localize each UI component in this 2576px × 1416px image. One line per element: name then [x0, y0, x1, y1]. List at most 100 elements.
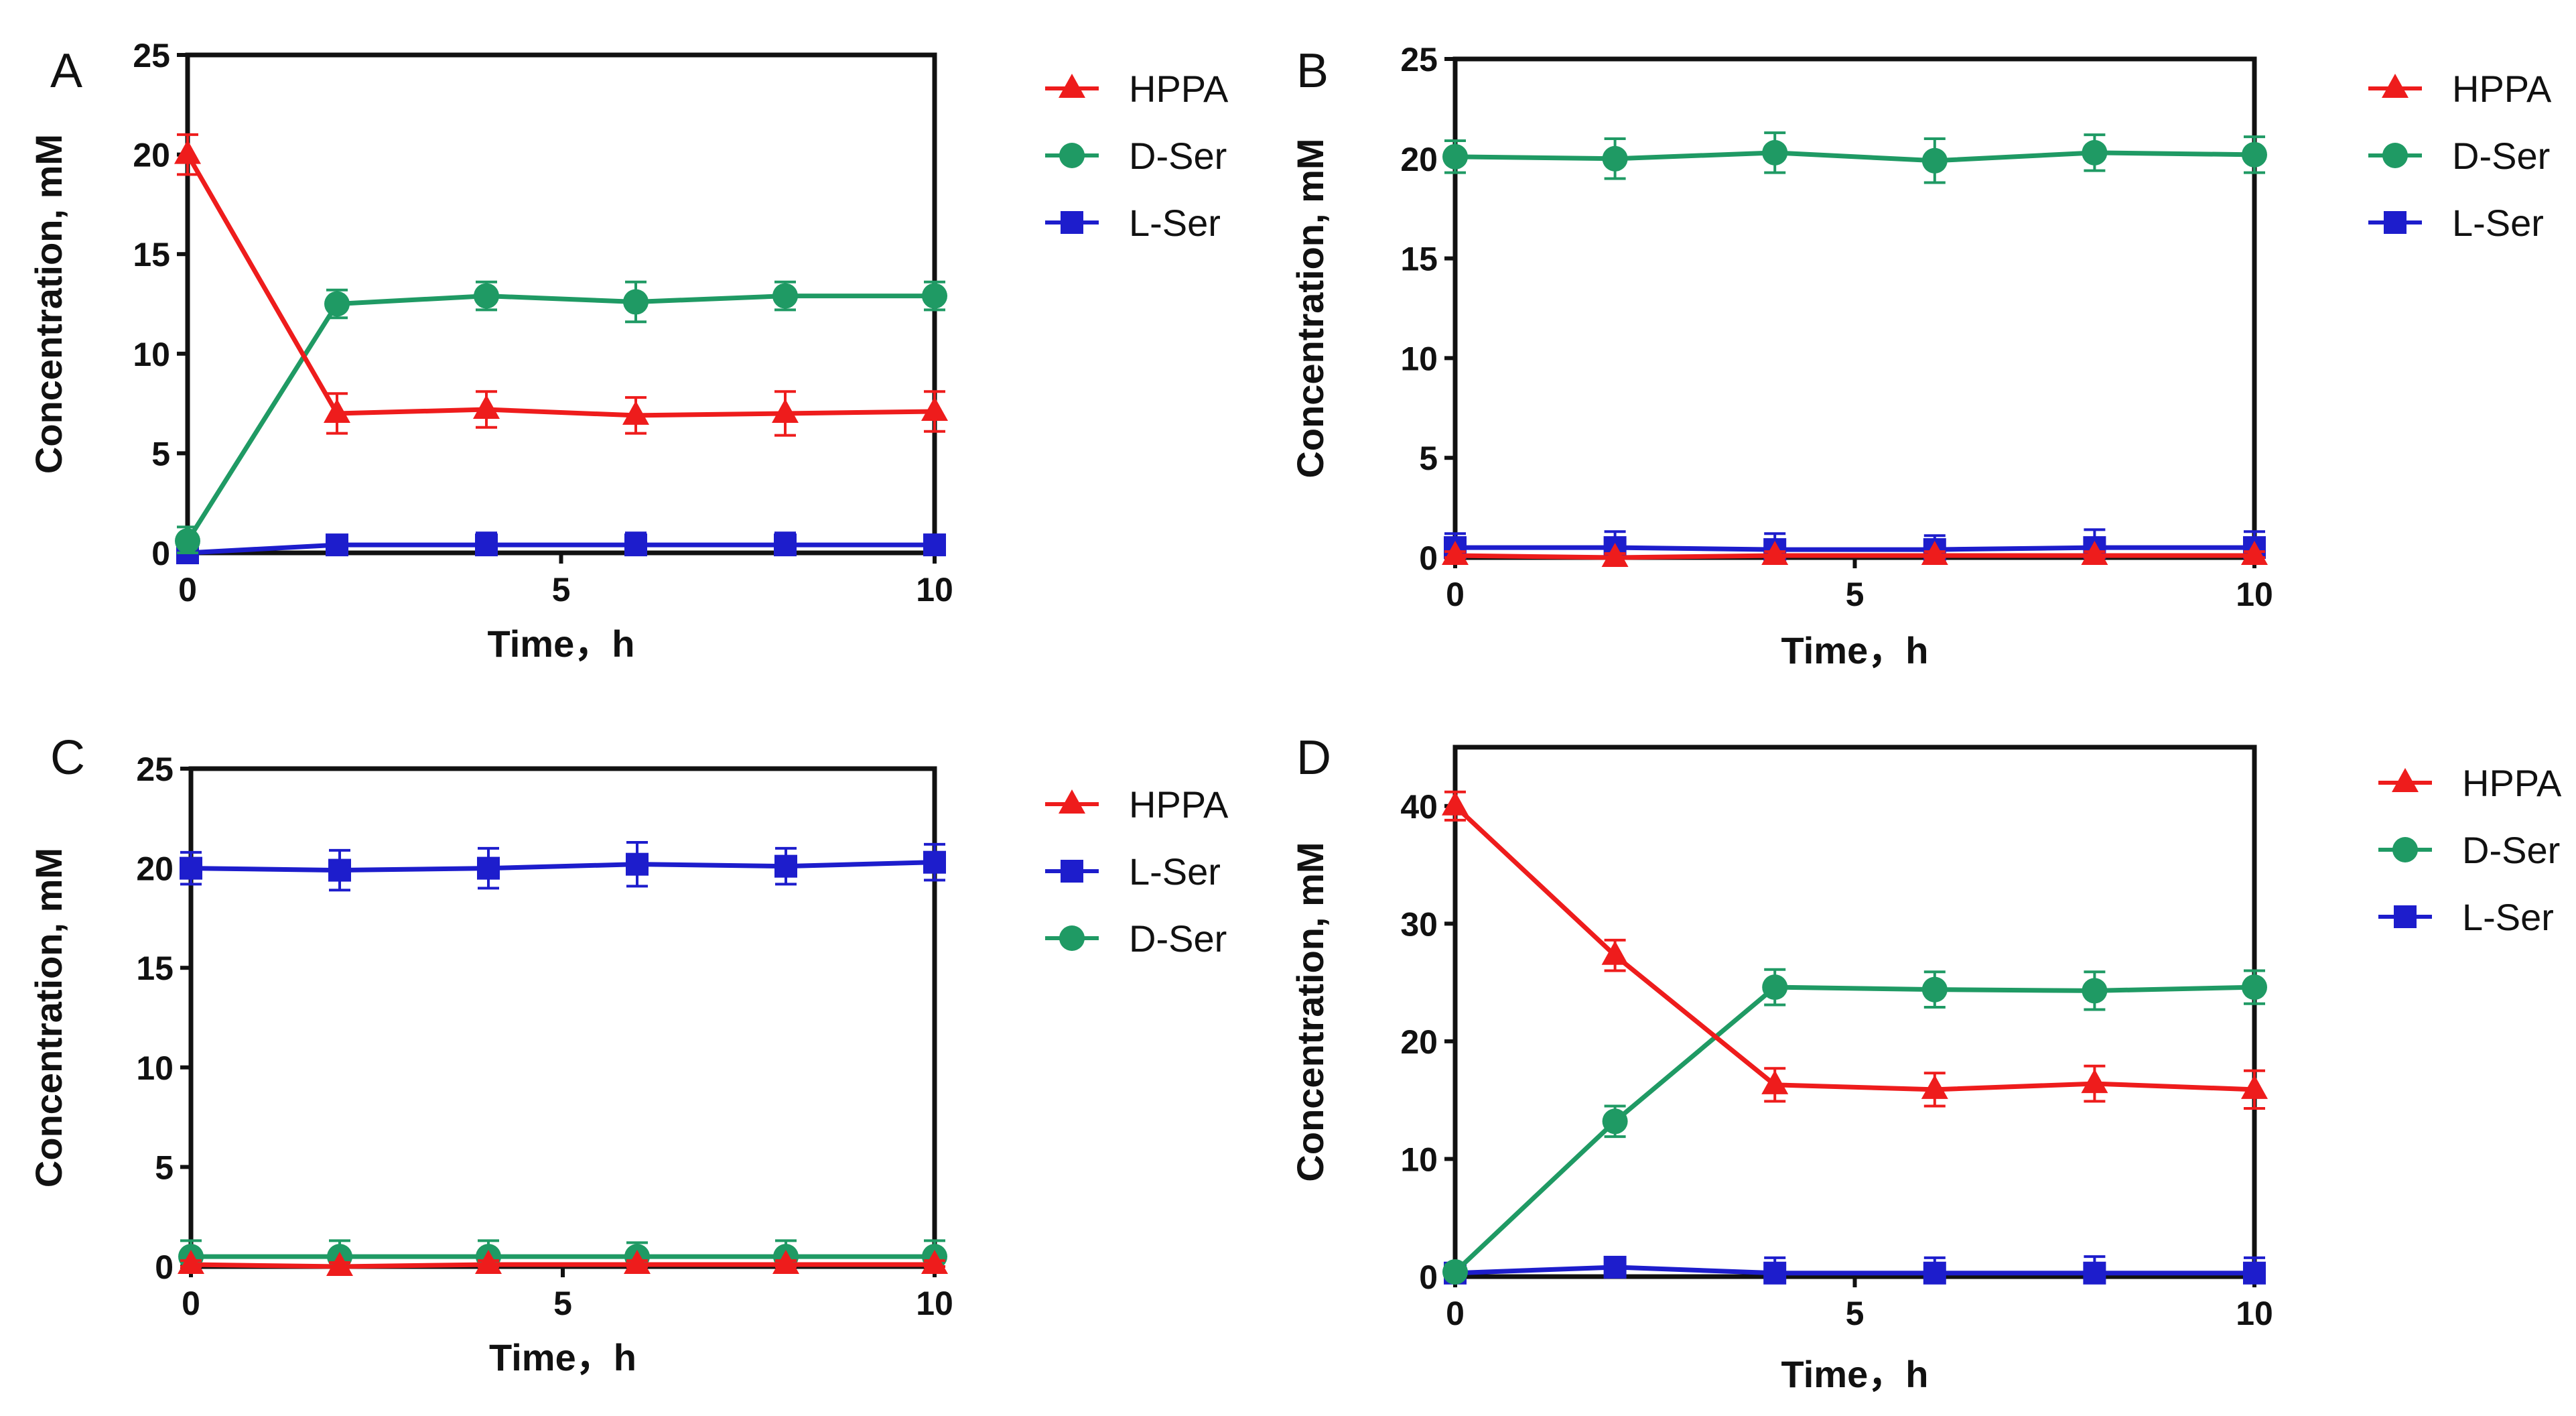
- panel-b-letter: B: [1296, 44, 1329, 98]
- panel-b-x-tick-label: 5: [1846, 576, 1865, 613]
- panel-d-legend-hppa-label: HPPA: [2462, 762, 2562, 804]
- panel-d-legend-d-ser-label: D-Ser: [2462, 829, 2560, 871]
- panel-c-hppa-point: [475, 1250, 502, 1275]
- panel-b-d-ser-point: [2082, 139, 2108, 166]
- panel-c-y-tick-label: 10: [136, 1049, 174, 1087]
- panel-b-legend-d-ser-marker: [2382, 143, 2408, 168]
- panel-c-y-tick-label: 0: [155, 1248, 174, 1286]
- panel-d-legend: HPPA D-Ser L-Ser: [2378, 762, 2562, 938]
- panel-d-plot-frame: [1452, 745, 2257, 1279]
- panel-d-d-ser-point: [1602, 1108, 1628, 1135]
- panel-b-d-ser-point: [2242, 141, 2267, 168]
- panel-c-legend-l-ser-marker: [1061, 860, 1083, 883]
- panel-c-legend-hppa-label: HPPA: [1129, 783, 1229, 826]
- panel-d-y-tick-label: 30: [1400, 905, 1438, 943]
- panel-a-y-tick-label: 5: [151, 435, 170, 472]
- panel-b-hppa-point: [2081, 541, 2108, 566]
- panel-d-x-tick-label: 5: [1846, 1295, 1865, 1332]
- panel-c-l-ser-point: [477, 856, 500, 880]
- panel-c-series-hppa: [178, 1250, 948, 1276]
- panel-b-x-tick-label: 0: [1446, 576, 1465, 613]
- panel-c-legend-d-ser-marker: [1059, 925, 1085, 951]
- panel-b-y-tick-label: 10: [1400, 340, 1438, 377]
- panel-a-hppa-point: [921, 396, 948, 421]
- panel-a-x-tick-label: 0: [178, 571, 197, 608]
- panel-b-hppa-point: [1601, 543, 1629, 567]
- panel-d-series-hppa: [1442, 790, 2268, 1110]
- panel-c-plot-frame: [188, 766, 937, 1269]
- panel-c-hppa-point: [921, 1250, 948, 1275]
- panel-c-l-ser-line: [190, 860, 935, 873]
- panel-b-legend-hppa-marker: [2382, 74, 2409, 98]
- panel-b-hppa-point: [1921, 541, 1948, 566]
- panel-b-hppa-point: [2241, 541, 2268, 566]
- panel-d-legend-hppa-marker: [2392, 768, 2419, 792]
- panel-d-y-axis-title: Concentration, mM: [1289, 842, 1331, 1181]
- panel-b-legend-l-ser-label: L-Ser: [2452, 202, 2544, 244]
- panel-d-hppa-line: [1453, 804, 2255, 1092]
- panel-b-l-ser-line: [1455, 545, 2254, 552]
- panel-a-x-tick-label: 10: [916, 571, 953, 608]
- panel-a: A 0 5 10 15 20 25 0 5 10 Time，h Concentration, mM HP…: [27, 37, 1229, 665]
- panel-c-legend: HPPA L-Ser D-Ser: [1045, 783, 1229, 960]
- panel-a-y-tick-label: 10: [133, 336, 170, 373]
- panel-d-hppa-point: [2241, 1074, 2268, 1099]
- panel-d-d-ser-line: [1453, 984, 2255, 1274]
- panel-d-y-tick-label: 10: [1400, 1141, 1438, 1178]
- panel-c-l-ser-point: [328, 858, 351, 882]
- panel-b-hppa-point: [1761, 541, 1789, 566]
- panel-b-y-tick-label: 15: [1400, 241, 1438, 278]
- panel-d-hppa-point: [1921, 1074, 1948, 1099]
- panel-b-hppa-point: [1442, 541, 1469, 566]
- panel-d-d-ser-point: [1921, 976, 1948, 1003]
- panel-a-hppa-point: [622, 400, 649, 425]
- panel-c-x-axis-title: Time，h: [489, 1336, 636, 1378]
- panel-b: B 0 5 10 15 20 25 0 5 10 Time，h Concentration, mM HP…: [1289, 41, 2552, 671]
- panel-a-hppa-point: [324, 398, 350, 423]
- panel-c-hppa-point: [772, 1250, 799, 1275]
- panel-b-d-ser-point: [1762, 139, 1788, 166]
- panel-c-hppa-point: [178, 1250, 204, 1275]
- panel-a-plot-frame: [185, 52, 937, 556]
- panel-a-d-ser-point: [474, 283, 499, 309]
- panel-d-l-ser-point: [1603, 1255, 1627, 1279]
- panel-a-legend-l-ser-marker: [1061, 211, 1083, 234]
- panel-c-x-tick-label: 0: [182, 1285, 200, 1322]
- panel-c-y-tick-label: 20: [136, 850, 174, 888]
- panel-a-legend: HPPA D-Ser L-Ser: [1045, 68, 1229, 244]
- panel-c-l-ser-point: [626, 852, 649, 876]
- panel-d-x-tick-label: 10: [2236, 1295, 2273, 1332]
- panel-b-y-tick-label: 0: [1419, 539, 1438, 577]
- panel-a-legend-l-ser-label: L-Ser: [1129, 202, 1221, 244]
- panel-c-l-ser-point: [774, 854, 797, 878]
- panel-d-y-tick-label: 20: [1400, 1023, 1438, 1061]
- panel-b-d-ser-point: [1921, 147, 1948, 174]
- panel-d-hppa-point: [1442, 791, 1469, 816]
- panel-b-y-tick-label: 20: [1400, 141, 1438, 178]
- panel-a-l-ser-point: [624, 533, 647, 557]
- panel-b-legend-l-ser-marker: [2384, 211, 2406, 234]
- panel-d-d-ser-point: [2082, 978, 2108, 1004]
- panel-b-y-axis-title: Concentration, mM: [1289, 138, 1331, 478]
- panel-a-l-ser-point: [774, 533, 797, 557]
- panel-d-legend-l-ser-marker: [2394, 905, 2417, 928]
- panel-d-d-ser-point: [2242, 974, 2267, 1001]
- panel-c-legend-l-ser-label: L-Ser: [1129, 850, 1221, 893]
- panel-b-series-hppa: [1442, 541, 2268, 567]
- panel-b-d-ser-line: [1454, 150, 2255, 164]
- panel-b-legend: HPPA D-Ser L-Ser: [2368, 68, 2552, 244]
- panel-d-x-axis-title: Time，h: [1781, 1353, 1929, 1395]
- panel-a-d-ser-point: [324, 291, 350, 317]
- panel-d-legend-l-ser-label: L-Ser: [2462, 896, 2554, 938]
- panel-b-x-tick-label: 10: [2236, 576, 2273, 613]
- panel-d-l-ser-point: [1763, 1261, 1787, 1285]
- panel-b-legend-d-ser-label: D-Ser: [2452, 135, 2550, 177]
- panel-d-letter: D: [1296, 731, 1331, 785]
- panel-b-d-ser-point: [1602, 145, 1628, 172]
- panel-a-x-tick-label: 5: [552, 571, 571, 608]
- panel-d-hppa-point: [1601, 940, 1629, 965]
- panel-d-l-ser-point: [2243, 1261, 2266, 1285]
- panel-b-legend-hppa-label: HPPA: [2452, 68, 2552, 110]
- panel-d-d-ser-point: [1442, 1259, 1468, 1285]
